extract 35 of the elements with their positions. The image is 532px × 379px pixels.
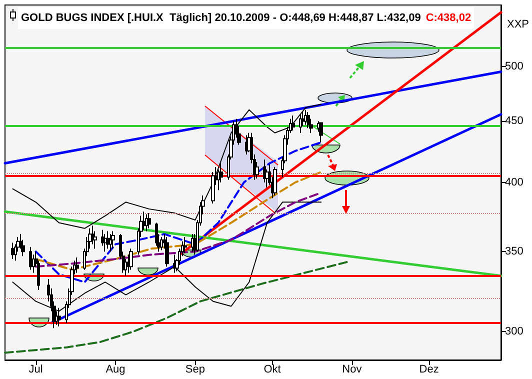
candlestick — [307, 112, 310, 129]
candlestick — [75, 257, 79, 274]
y-tick-label: 300 — [504, 326, 524, 338]
line-series — [4, 261, 348, 354]
candlestick — [145, 214, 148, 232]
candlestick — [160, 236, 163, 251]
candlestick — [109, 234, 112, 252]
candlestick — [11, 242, 14, 260]
y-tick-label: 400 — [504, 176, 524, 188]
x-tick-label: Nov — [342, 364, 362, 376]
candlestick — [129, 248, 133, 270]
x-tick-label: Okt — [264, 364, 281, 376]
candlestick — [183, 236, 187, 254]
candlestick — [104, 234, 107, 252]
candlestick — [165, 236, 169, 268]
candlestick — [304, 109, 307, 126]
candlestick — [291, 114, 295, 132]
text: GOLD BUGS INDEX [.HUI.X Täglich] 20.10.2009 - O:448,69 H:448,87 L:432,09 — [21, 12, 421, 24]
line-series — [34, 141, 322, 284]
annotation: C:438,02 — [426, 12, 472, 24]
candlestick — [29, 246, 32, 270]
x-tick-label: Dez — [419, 364, 439, 376]
x-tick-label: Sep — [185, 364, 205, 376]
y-tick-label: 450 — [504, 115, 524, 128]
y-tick-label: 350 — [504, 246, 524, 258]
x-tick-label: Aug — [106, 364, 126, 376]
candlestick — [273, 166, 277, 196]
x-tick-label: Jul — [28, 364, 43, 376]
candlestick — [299, 114, 302, 134]
line-series — [34, 171, 322, 271]
y-axis-title: XXP — [506, 18, 530, 30]
candlestick — [147, 212, 151, 229]
candlestick — [173, 254, 176, 274]
candlestick — [319, 122, 323, 143]
y-tick-label: 500 — [504, 60, 524, 73]
